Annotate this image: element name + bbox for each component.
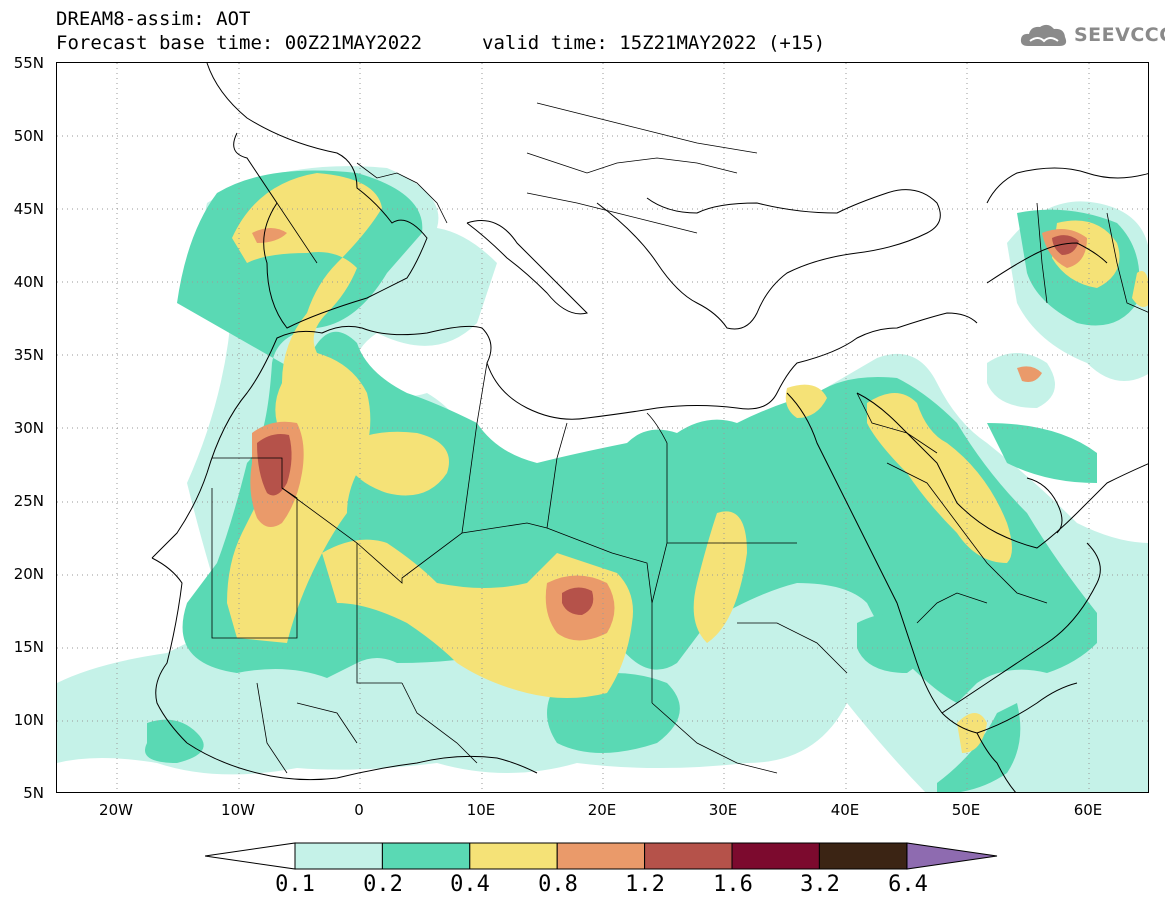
map-panel xyxy=(56,62,1149,793)
colorbar-label: 0.1 xyxy=(275,872,315,897)
lat-label: 45N xyxy=(13,200,44,218)
colorbar-bin xyxy=(731,842,820,870)
map-title: DREAM8-assim: AOT xyxy=(56,8,251,30)
colorbar-label: 0.2 xyxy=(363,872,403,897)
lon-label: 10E xyxy=(466,801,496,819)
logo-text: SEEVCCC xyxy=(1074,24,1165,46)
forecast-base-time: Forecast base time: 00Z21MAY2022 xyxy=(56,32,423,54)
colorbar-label: 0.8 xyxy=(538,872,578,897)
lon-label: 50E xyxy=(951,801,981,819)
lon-label: 30E xyxy=(708,801,738,819)
lat-label: 15N xyxy=(13,638,44,656)
colorbar-over-arrow xyxy=(906,842,998,870)
colorbar-bin xyxy=(294,842,383,870)
lon-label: 20E xyxy=(587,801,617,819)
aot-band-1.2 xyxy=(257,235,1079,615)
lat-label: 35N xyxy=(13,346,44,364)
colorbar-label: 3.2 xyxy=(800,872,840,897)
colorbar-label: 6.4 xyxy=(888,872,928,897)
colorbar-bin xyxy=(381,842,471,870)
aot-map xyxy=(57,63,1148,792)
colorbar-bin xyxy=(469,842,558,870)
colorbar xyxy=(205,842,998,870)
lat-label: 55N xyxy=(13,54,44,72)
lon-label: 0 xyxy=(354,801,364,819)
lat-label: 5N xyxy=(23,784,44,802)
colorbar-under-arrow xyxy=(205,842,296,870)
lon-label: 40E xyxy=(830,801,860,819)
lat-label: 25N xyxy=(13,492,44,510)
lon-label: 20W xyxy=(99,801,133,819)
lat-label: 10N xyxy=(13,711,44,729)
lat-label: 50N xyxy=(13,127,44,145)
cloud-logo-icon xyxy=(1020,24,1067,46)
colorbar-bin xyxy=(644,842,733,870)
lat-label: 40N xyxy=(13,273,44,291)
colorbar-bin xyxy=(556,842,646,870)
graticule xyxy=(57,63,1148,792)
lon-label: 60E xyxy=(1073,801,1103,819)
valid-time: valid time: 15Z21MAY2022 (+15) xyxy=(482,32,826,54)
country-borders xyxy=(211,102,1148,774)
coastlines xyxy=(151,63,1148,792)
colorbar-label: 1.6 xyxy=(713,872,753,897)
lat-label: 20N xyxy=(13,565,44,583)
lat-label: 30N xyxy=(13,419,44,437)
colorbar-label: 0.4 xyxy=(450,872,490,897)
lon-label: 10W xyxy=(221,801,255,819)
seevccc-logo: SEEVCCC xyxy=(1018,20,1165,50)
colorbar-bin xyxy=(818,842,908,870)
colorbar-label: 1.2 xyxy=(625,872,665,897)
